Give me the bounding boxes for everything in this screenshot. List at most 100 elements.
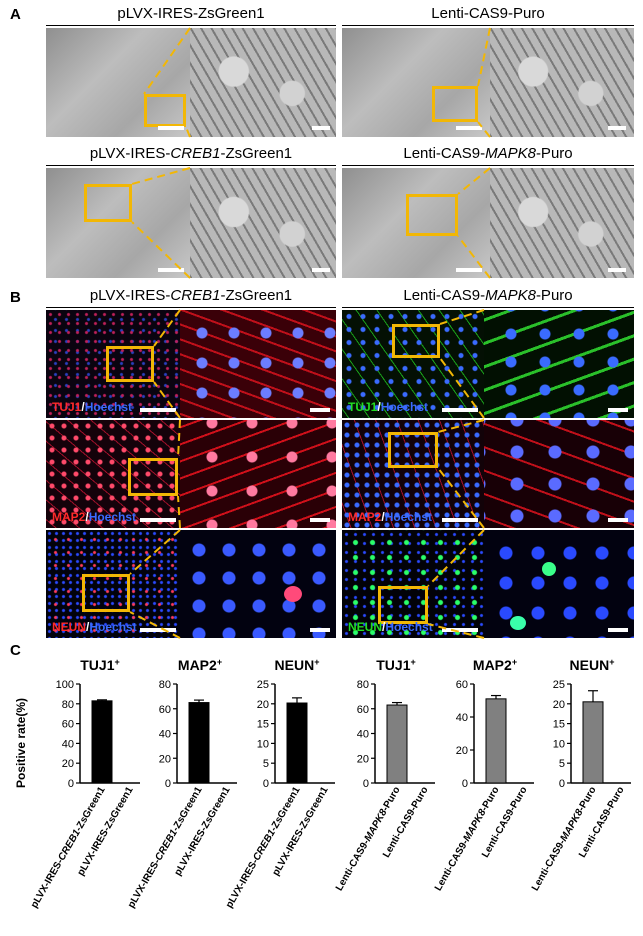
brightfield-image-creb1-zoom (190, 168, 336, 278)
zoom-box (106, 346, 154, 382)
panel-label-c: C (10, 642, 21, 659)
y-tick-label: 60 (159, 704, 171, 716)
x-tick-label: pLVX-IRES-ZsGreen1 (173, 785, 233, 878)
brightfield-image-creb1-overview (46, 168, 190, 278)
fluorescence-image-creb1-tuj1-zoom (180, 310, 336, 418)
y-tick-label: 10 (257, 738, 269, 750)
y-tick-label: 20 (357, 753, 369, 765)
y-tick-label: 100 (56, 679, 74, 691)
x-tick-label: pLVX-IRES-ZsGreen1 (76, 785, 136, 878)
connector-line (129, 529, 181, 575)
panel-a-underline-right-2 (342, 165, 634, 166)
panel-a-title-left: pLVX-IRES-ZsGreen1 (117, 5, 265, 22)
chart-title: NEUN+ (570, 657, 615, 673)
connector-line (437, 419, 485, 433)
panel-b-underline-left (46, 307, 336, 308)
stain-label: MAP2/Hoechst (52, 510, 137, 524)
brightfield-image-mapk8-overview (342, 168, 490, 278)
stain-label: TUJ1/Hoechst (52, 400, 133, 414)
scale-bar (312, 268, 330, 272)
fluorescence-image-mapk8-map2-overview: MAP2/Hoechst (342, 420, 484, 528)
y-tick-label: 60 (456, 679, 468, 691)
brightfield-image-cas9-zoom (490, 28, 634, 137)
connector-line (457, 167, 491, 195)
bar (188, 702, 210, 784)
scale-bar (608, 628, 628, 632)
scale-bar (608, 408, 628, 412)
neun-positive-cell (284, 586, 302, 602)
y-tick-label: 80 (159, 679, 171, 691)
connector-line (439, 309, 485, 325)
neun-positive-cell (542, 562, 556, 576)
y-tick-label: 0 (462, 778, 468, 790)
connector-line (439, 357, 485, 419)
y-tick-label: 0 (68, 778, 74, 790)
y-tick-label: 10 (553, 738, 565, 750)
connector-line (427, 623, 485, 639)
y-tick-label: 40 (62, 738, 74, 750)
y-tick-label: 0 (165, 778, 171, 790)
zoom-box (84, 184, 132, 222)
connector-line (153, 309, 181, 347)
scale-bar (310, 628, 330, 632)
brightfield-image-control-overview (46, 28, 190, 137)
y-tick-label: 60 (62, 719, 74, 731)
panel-a-title-right: Lenti-CAS9-Puro (431, 5, 545, 22)
scale-bar (608, 126, 626, 130)
scale-bar (140, 518, 176, 522)
fluorescence-image-creb1-map2-zoom (180, 420, 336, 528)
bar (386, 704, 408, 784)
y-tick-label: 80 (357, 679, 369, 691)
scale-bar (140, 408, 176, 412)
chart-title: NEUN+ (275, 657, 320, 673)
panel-a-underline-right (342, 25, 634, 26)
connector-line (131, 167, 191, 185)
y-tick-label: 0 (263, 778, 269, 790)
connector-line (177, 495, 181, 529)
bar-charts: TUJ1+020406080100pLVX-IRES-CREB1-ZsGreen… (29, 657, 631, 910)
connector-line (129, 611, 181, 639)
scale-bar (310, 518, 330, 522)
y-tick-label: 0 (363, 778, 369, 790)
chart-title: TUJ1+ (80, 657, 120, 673)
zoom-box (128, 458, 178, 496)
y-tick-label: 20 (553, 699, 565, 711)
scale-bar (312, 126, 330, 130)
y-tick-label: 15 (257, 719, 269, 731)
y-tick-label: 40 (456, 712, 468, 724)
fluorescence-image-creb1-tuj1-overview: TUJ1/Hoechst (46, 310, 180, 418)
panel-b-underline-right (342, 307, 634, 308)
connector-line (427, 529, 485, 587)
panel-a-underline-left-2 (46, 165, 336, 166)
fluorescence-image-creb1-map2-overview: MAP2/Hoechst (46, 420, 180, 528)
bar (286, 702, 308, 784)
zoom-box (82, 574, 130, 612)
scale-bar (456, 126, 482, 130)
zoom-box (432, 86, 478, 122)
y-tick-label: 25 (257, 679, 269, 691)
chart-title: TUJ1+ (376, 657, 416, 673)
panel-a-title-left-2: pLVX-IRES-CREB1-ZsGreen1 (89, 145, 293, 162)
brightfield-image-cas9-overview (342, 28, 490, 137)
stain-label: MAP2/Hoechst (348, 510, 433, 524)
panel-label-b: B (10, 289, 21, 306)
y-tick-label: 40 (159, 729, 171, 741)
panel-a-underline-left (46, 25, 336, 26)
brightfield-image-control-zoom (190, 28, 336, 137)
scale-bar (158, 268, 184, 272)
scale-bar (442, 518, 478, 522)
chart-title: MAP2+ (473, 657, 517, 673)
scale-bar (140, 628, 176, 632)
y-tick-label: 20 (257, 699, 269, 711)
panel-label-a: A (10, 6, 21, 23)
panel-b-title-right: Lenti-CAS9-MAPK8-Puro (403, 287, 573, 304)
bar (91, 700, 113, 784)
fluorescence-image-mapk8-neun-overview: NEUN/Hoechst (342, 530, 484, 638)
chart-title: MAP2+ (178, 657, 222, 673)
scale-bar (608, 518, 628, 522)
y-tick-label: 80 (62, 699, 74, 711)
zoom-box (406, 194, 458, 236)
brightfield-image-mapk8-zoom (490, 168, 634, 278)
scale-bar (442, 628, 478, 632)
